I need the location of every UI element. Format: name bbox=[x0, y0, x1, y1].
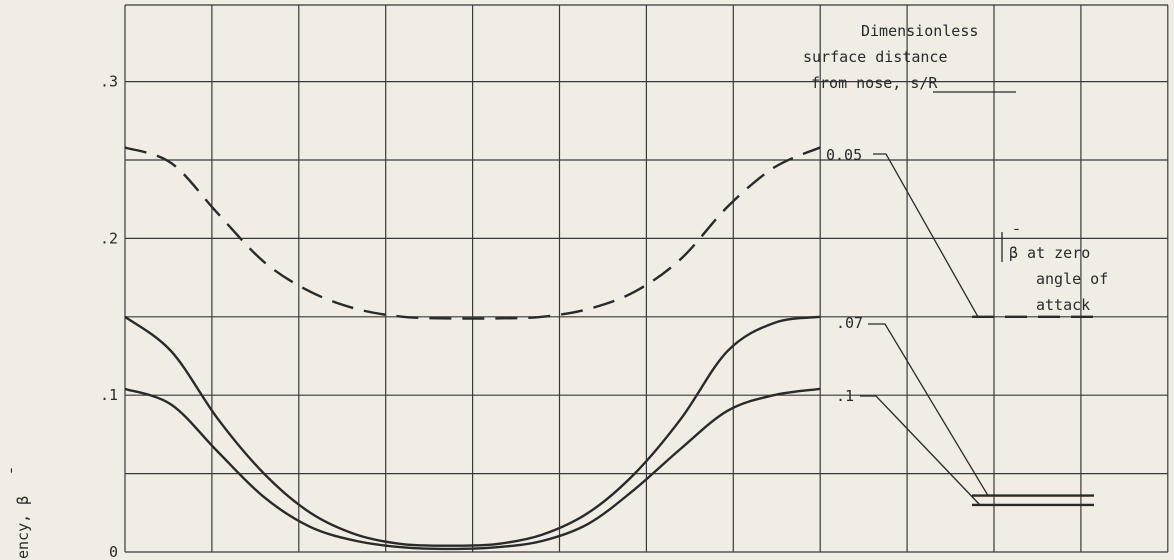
legend-title-line-2: surface distance bbox=[803, 48, 948, 66]
y-tick-label-2: .2 bbox=[100, 229, 118, 247]
y-tick-label-0: 0 bbox=[109, 543, 118, 560]
leader-series-0 bbox=[873, 153, 979, 318]
curve-series-1 bbox=[124, 315, 821, 547]
leader-lines bbox=[860, 91, 1016, 506]
curve-series-2 bbox=[124, 387, 821, 551]
legend-title-line-1: Dimensionless bbox=[861, 22, 978, 40]
zero-angle-label-line-1: β at zero bbox=[1009, 244, 1090, 262]
curves bbox=[124, 146, 821, 551]
series-label-005: 0.05 bbox=[826, 146, 862, 164]
series-label-007: .07 bbox=[836, 314, 863, 332]
zero-angle-label-line-3: attack bbox=[1036, 296, 1090, 314]
series-label-01: .1 bbox=[836, 387, 854, 405]
zero-angle-label-line-2: angle of bbox=[1036, 270, 1108, 288]
leader-series-2 bbox=[860, 395, 981, 506]
zero-angle-label-bar: ¯ bbox=[1012, 226, 1021, 244]
grid bbox=[124, 4, 1169, 553]
y-tick-label-1: .1 bbox=[100, 386, 118, 404]
y-axis-label-bar: ¯ bbox=[8, 466, 26, 475]
y-tick-labels: 0 .1 .2 .3 bbox=[100, 73, 118, 560]
y-tick-label-3: .3 bbox=[100, 73, 118, 91]
legend-title-line-3: from nose, s/R bbox=[811, 74, 938, 92]
curve-series-0 bbox=[124, 146, 821, 320]
y-axis-label: ency, β bbox=[14, 496, 32, 559]
leader-series-1 bbox=[868, 323, 989, 496]
zero-angle-reference-lines bbox=[972, 315, 1098, 507]
